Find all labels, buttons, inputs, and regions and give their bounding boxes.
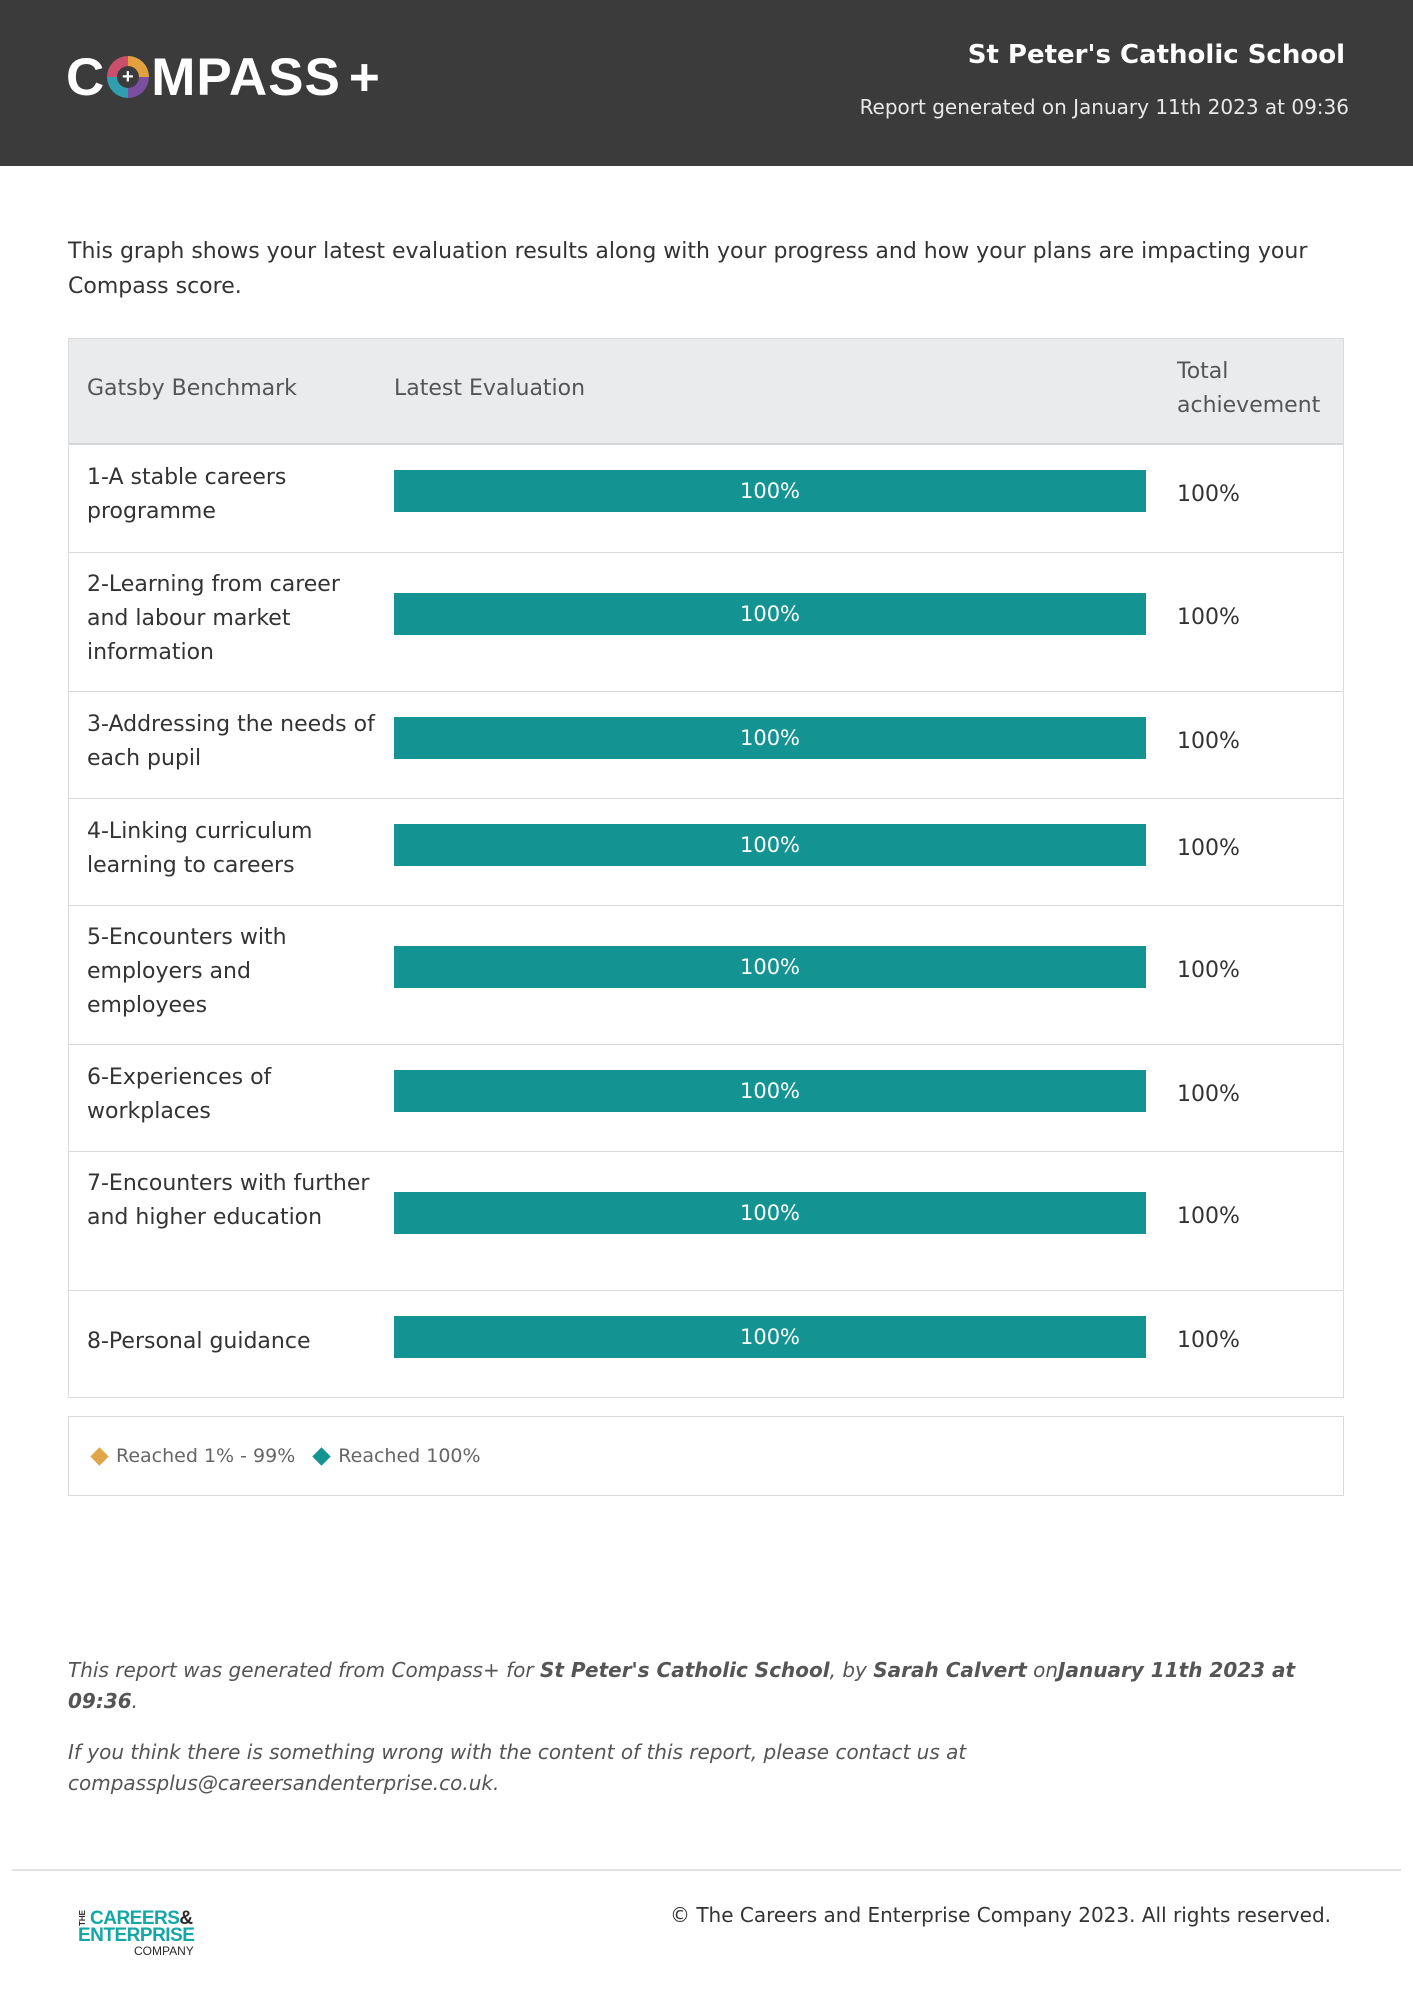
copyright: © The Careers and Enterprise Company 202…: [669, 1903, 1331, 1927]
evaluation-bar-label: 100%: [739, 955, 801, 979]
legend-item-full: Reached 100%: [312, 1445, 481, 1467]
note-text: This report was generated from Compass+ …: [68, 1658, 540, 1682]
logo-enterprise: ENTERPRISE: [78, 1925, 195, 1946]
evaluation-bar: 100%: [394, 593, 1146, 635]
diamond-icon: [90, 1446, 109, 1466]
evaluation-bar-fill: [394, 1070, 1146, 1112]
benchmark-name: 8-Personal guidance: [87, 1329, 311, 1354]
evaluation-bar-fill: [394, 593, 1146, 635]
evaluation-bar-fill: [394, 824, 1146, 866]
total-achievement: 100%: [1177, 482, 1240, 507]
total-achievement: 100%: [1177, 605, 1240, 630]
diamond-icon: [312, 1446, 331, 1466]
column-header-total: Total achievement: [1177, 359, 1321, 418]
compass-o-icon: [107, 56, 150, 98]
compass-plus-logo: C MPASS +: [66, 47, 381, 107]
evaluation-bar-label: 100%: [739, 1079, 801, 1103]
logo-text-mpass: MPASS: [151, 47, 341, 107]
logo-company: COMPANY: [134, 1944, 194, 1958]
contact-note: If you think there is something wrong wi…: [68, 1740, 967, 1795]
benchmark-name: 5-Encounters with employers and employee…: [87, 925, 287, 1018]
legend-label-partial: Reached 1% - 99%: [116, 1445, 296, 1467]
table-row: 3-Addressing the needs of each pupil 100%…: [69, 691, 1343, 798]
total-achievement: 100%: [1177, 729, 1240, 754]
benchmark-name: 4-Linking curriculum learning to careers: [87, 819, 313, 878]
logo-careers: CAREERS&: [90, 1908, 193, 1930]
evaluation-bar-label: 100%: [739, 1201, 801, 1225]
evaluation-bar-label: 100%: [739, 479, 801, 503]
table-row: 2-Learning from career and labour market…: [69, 552, 1343, 691]
footer-divider: [12, 1869, 1401, 1871]
table-body: 1-A stable careers programme 100% 100% 2-Le…: [69, 445, 1343, 1397]
evaluation-bar-fill: [394, 1192, 1146, 1234]
total-achievement: 100%: [1177, 958, 1240, 983]
benchmark-name: 2-Learning from career and labour market…: [87, 572, 340, 665]
legend: Reached 1% - 99% Reached 100%: [68, 1416, 1344, 1496]
logo-careers-text: CAREERS: [90, 1908, 180, 1929]
table-row: 7-Encounters with further and higher edu…: [69, 1151, 1343, 1290]
evaluation-bar: 100%: [394, 946, 1146, 988]
note-text: , by: [829, 1658, 874, 1682]
legend-label-full: Reached 100%: [338, 1445, 481, 1467]
benchmark-name: 7-Encounters with further and higher edu…: [87, 1171, 370, 1230]
legend-item-partial: Reached 1% - 99%: [90, 1445, 296, 1467]
note-school: St Peter's Catholic School: [539, 1658, 830, 1682]
report-header: C MPASS + St Peter's Catholic School Rep…: [0, 0, 1413, 166]
evaluation-bar: 100%: [394, 717, 1146, 759]
intro-text: This graph shows your latest evaluation …: [68, 239, 1308, 299]
note-text: on: [1026, 1658, 1059, 1682]
table-row: 8-Personal guidance 100% 100%: [69, 1290, 1343, 1397]
total-achievement: 100%: [1177, 1082, 1240, 1107]
column-header-evaluation: Latest Evaluation: [394, 376, 586, 401]
column-header-benchmark: Gatsby Benchmark: [87, 376, 297, 401]
table-row: 6-Experiences of workplaces 100% 100%: [69, 1044, 1343, 1151]
note-date: January 11th 2023 at 09:36: [68, 1658, 1296, 1713]
table-row: 4-Linking curriculum learning to careers…: [69, 798, 1343, 905]
evaluation-bar-fill: [394, 946, 1146, 988]
school-name: St Peter's Catholic School: [967, 40, 1345, 70]
evaluation-bar: 100%: [394, 1070, 1146, 1112]
report-generated-date: Report generated on January 11th 2023 at…: [859, 95, 1349, 119]
evaluation-bar-label: 100%: [739, 602, 801, 626]
evaluation-bar: 100%: [394, 1316, 1146, 1358]
table-row: 5-Encounters with employers and employee…: [69, 905, 1343, 1044]
evaluation-bar-fill: [394, 470, 1146, 512]
total-achievement: 100%: [1177, 1328, 1240, 1353]
total-achievement: 100%: [1177, 1204, 1240, 1229]
evaluation-bar: 100%: [394, 824, 1146, 866]
benchmark-name: 6-Experiences of workplaces: [87, 1065, 272, 1124]
evaluation-bar-label: 100%: [739, 1325, 801, 1349]
evaluation-bar-fill: [394, 1316, 1146, 1358]
evaluation-bar-label: 100%: [739, 726, 801, 750]
evaluation-bar-label: 100%: [739, 833, 801, 857]
logo-text-c: C: [66, 47, 106, 107]
benchmark-table: Gatsby Benchmark Latest Evaluation Total…: [68, 338, 1344, 1398]
logo-the: THE: [78, 1910, 87, 1926]
total-achievement: 100%: [1177, 836, 1240, 861]
benchmark-name: 3-Addressing the needs of each pupil: [87, 712, 375, 771]
table-row: 1-A stable careers programme 100% 100%: [69, 445, 1343, 552]
benchmark-name: 1-A stable careers programme: [87, 465, 287, 524]
note-text: .: [131, 1689, 139, 1713]
note-person: Sarah Calvert: [873, 1658, 1027, 1682]
table-header: Gatsby Benchmark Latest Evaluation Total…: [69, 339, 1343, 445]
logo-plus: +: [348, 47, 381, 107]
generation-note: This report was generated from Compass+ …: [68, 1655, 1338, 1717]
logo-amp: &: [179, 1908, 193, 1929]
evaluation-bar: 100%: [394, 470, 1146, 512]
careers-enterprise-logo: THE CAREERS& ENTERPRISE COMPANY: [78, 1908, 228, 1960]
evaluation-bar: 100%: [394, 1192, 1146, 1234]
evaluation-bar-fill: [394, 717, 1146, 759]
